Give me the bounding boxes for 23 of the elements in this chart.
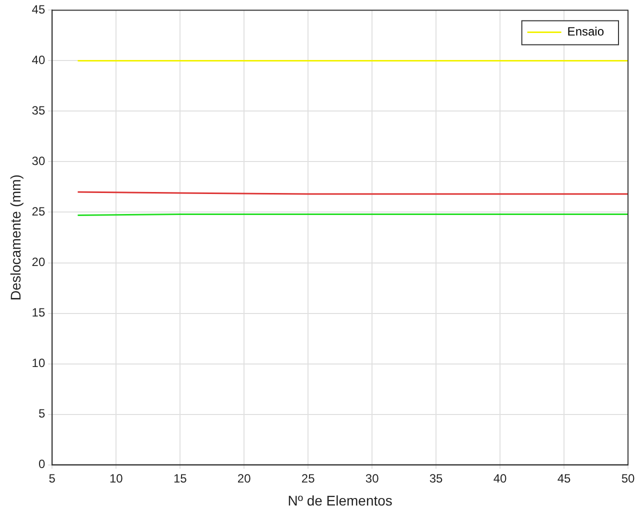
y-tick-label: 0 xyxy=(38,457,46,472)
x-tick-label: 45 xyxy=(557,471,572,486)
y-tick-label: 30 xyxy=(32,154,46,168)
y-tick-label: 20 xyxy=(32,255,46,270)
y-tick-label: 5 xyxy=(38,406,46,421)
x-tick-label: 10 xyxy=(109,471,124,486)
y-tick-label: 10 xyxy=(32,356,46,370)
legend-label: Ensaio xyxy=(567,24,604,39)
x-tick-label: 20 xyxy=(237,471,252,486)
x-tick-label: 25 xyxy=(301,471,316,486)
x-axis-title: Nº de Elementos xyxy=(288,492,392,508)
y-tick-label: 25 xyxy=(32,204,46,219)
x-tick-label: 35 xyxy=(429,471,444,486)
y-tick-label: 40 xyxy=(32,53,46,68)
y-tick-label: 15 xyxy=(32,306,46,320)
x-tick-label: 30 xyxy=(365,471,380,486)
y-tick-label: 35 xyxy=(32,104,46,118)
x-tick-label: 15 xyxy=(173,471,188,486)
y-tick-label: 45 xyxy=(32,2,46,17)
x-tick-label: 5 xyxy=(48,471,56,486)
y-axis-title: Deslocamente (mm) xyxy=(7,174,24,301)
x-tick-label: 50 xyxy=(621,471,635,486)
x-tick-label: 40 xyxy=(493,471,508,486)
